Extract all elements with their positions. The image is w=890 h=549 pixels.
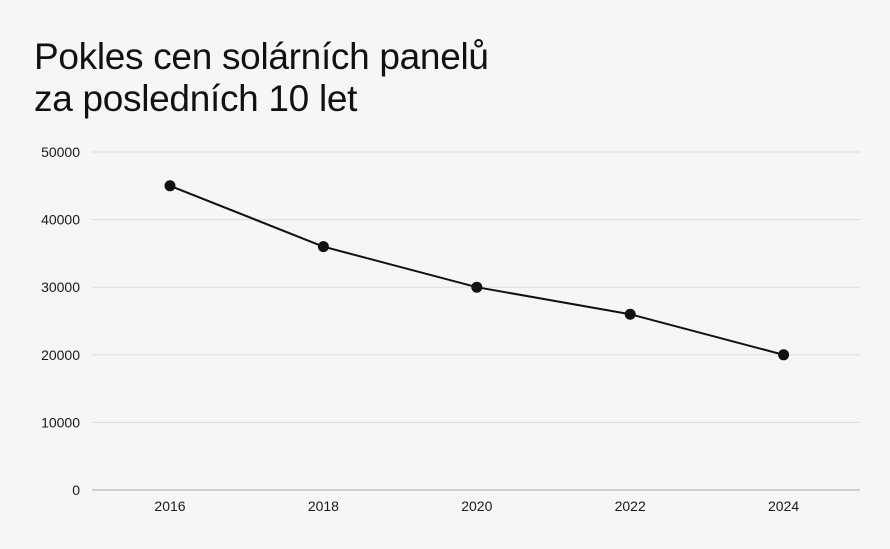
y-tick-label-10000: 10000 [41,414,80,430]
y-tick-label-0: 0 [72,482,80,498]
x-tick-label-2024: 2024 [768,498,799,514]
series-line [169,184,784,356]
data-point-2024 [778,349,790,361]
chart-title-line-2: za posledních 10 let [34,78,358,119]
x-tick-label-2020: 2020 [461,498,492,514]
chart-title-line-1: Pokles cen solárních panelů [34,36,489,77]
x-axis-tick-labels: 2016 2018 2020 2022 2024 [154,498,799,514]
y-tick-label-30000: 30000 [41,279,80,295]
y-tick-label-50000: 50000 [41,144,80,160]
data-point-2018 [317,241,329,253]
data-point-2020 [471,281,483,293]
x-tick-label-2018: 2018 [308,498,339,514]
data-point-2022 [624,308,636,320]
y-tick-label-20000: 20000 [41,347,80,363]
series-price [164,180,790,361]
y-axis-tick-labels: 0 10000 20000 30000 40000 50000 [41,144,80,498]
x-tick-label-2022: 2022 [615,498,646,514]
chart-title: Pokles cen solárních panelů za posledníc… [34,36,489,120]
x-tick-label-2016: 2016 [154,498,185,514]
y-tick-label-40000: 40000 [41,212,80,228]
data-point-2016 [164,180,176,192]
